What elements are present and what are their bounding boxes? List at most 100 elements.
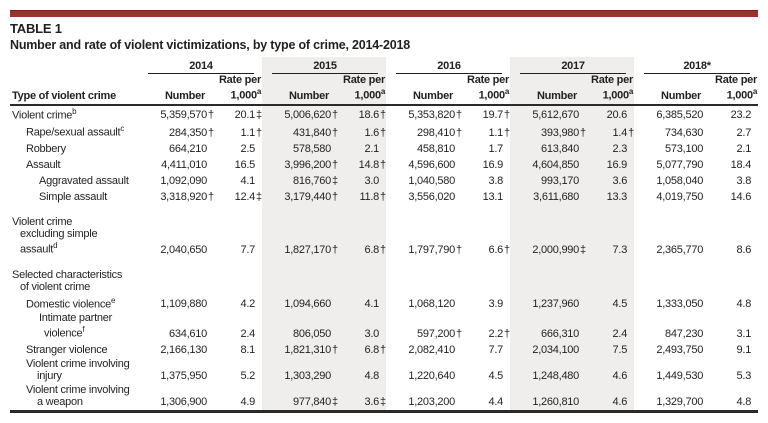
- cell-value: 666,310: [541, 327, 580, 340]
- cell-value: 19.7: [482, 109, 504, 122]
- cell-value: 6.6: [488, 243, 504, 256]
- aggravated-assault-2014-rate: 4.1: [215, 173, 262, 189]
- cell-value: 7.5: [612, 343, 628, 356]
- violent-crime-involving-a-weapon-2016-rate: 4.4: [463, 384, 510, 412]
- cell-value: 4.8: [736, 298, 752, 311]
- significance-marker: †: [456, 109, 462, 122]
- cell-value: 3,556,020: [408, 190, 456, 203]
- violent-crime-involving-a-weapon-2018-rate: 4.8: [711, 384, 758, 412]
- cell-value: 4,411,010: [161, 158, 207, 171]
- cell-value: 9.1: [736, 343, 752, 356]
- selected-characteristics-of-violent-crime-2015-rate: [339, 268, 387, 295]
- significance-marker: †: [208, 190, 214, 203]
- cell-value: 1,203,200: [408, 395, 456, 408]
- year-header-2017: 2017: [510, 57, 635, 74]
- significance-marker: †: [332, 158, 338, 171]
- cell-value: 734,630: [665, 126, 704, 139]
- table-row-violent-crime: Violent crimeb 5,359,570† 20.1‡ 5,006,620† 1…: [10, 104, 758, 124]
- cell-value: 4.2: [240, 298, 256, 311]
- cell-value: 7.7: [240, 243, 256, 256]
- cell-value: 12.4: [234, 190, 256, 203]
- violent-crime-involving-a-weapon-2014-rate: 4.9: [215, 384, 262, 412]
- cell-value: 1,303,290: [284, 369, 332, 382]
- spacer-cell: [587, 257, 635, 269]
- rape-sexual-assault-2015-rate: 1.6†: [339, 123, 386, 141]
- table-row-robbery: Robbery 664,210 2.5 578,580 2.1 458,810 1.7 613…: [10, 140, 758, 157]
- selected-characteristics-of-violent-crime-2015-number: [262, 268, 340, 295]
- stranger-violence-2018-number: 2,493,750: [634, 342, 711, 358]
- robbery-2015-rate: 2.1: [339, 140, 387, 157]
- cell-value: 4.1: [364, 298, 380, 311]
- violent-crime-involving-injury-2014-number: 1,375,950: [138, 358, 215, 384]
- row-label-violent-crime-involving-injury: Violent crime involving injury: [10, 358, 138, 384]
- cell-value: 5.2: [240, 369, 256, 382]
- significance-marker: †: [208, 126, 214, 139]
- row-label-simple-assault: Simple assault: [10, 189, 138, 205]
- domestic-violence-2015-number: 1,094,660: [262, 294, 340, 313]
- cell-value: 4.5: [612, 298, 628, 311]
- spacer-cell: [634, 258, 711, 269]
- selected-characteristics-of-violent-crime-2016-rate: [463, 269, 510, 295]
- cell-value: 2.1: [364, 142, 380, 155]
- cell-value: 2,040,650: [160, 243, 207, 256]
- significance-marker: †: [380, 126, 386, 139]
- violent-crime-involving-injury-2015-rate: 4.8: [339, 357, 387, 384]
- row-label-line: Aggravated assault: [39, 174, 129, 187]
- spacer-row: [10, 204, 758, 216]
- violent-crime-excluding-simple-assault-2018-number: 2,365,770: [634, 216, 711, 258]
- table-row-violent-crime-involving-a-weapon: Violent crime involving a weapon 1,306,900…: [10, 383, 758, 412]
- cell-value: 7.7: [488, 343, 504, 356]
- cell-value: 298,410: [417, 126, 456, 139]
- selected-characteristics-of-violent-crime-2018-number: [634, 269, 711, 295]
- cell-value: 1.4: [612, 126, 628, 139]
- intimate-partner-violence-2017-number: 666,310: [510, 312, 588, 342]
- significance-marker: †: [456, 243, 462, 256]
- cell-value: 8.1: [240, 343, 256, 356]
- cell-value: 4.8: [736, 395, 752, 408]
- row-label-violent-crime-involving-a-weapon: Violent crime involving a weapon: [10, 384, 138, 412]
- cell-value: 6.8: [364, 243, 380, 256]
- table-row-intimate-partner-violence: Intimate partner violencef 634,610 2.4 806,0…: [10, 312, 758, 342]
- year-header-2018: 2018*: [634, 57, 758, 74]
- cell-value: 1,821,310: [284, 343, 332, 356]
- cell-value: 1,058,040: [656, 174, 704, 187]
- assault-2016-rate: 16.9: [463, 157, 510, 173]
- cell-value: 3,996,200: [284, 158, 332, 171]
- violent-crime-involving-injury-2016-rate: 4.5: [463, 358, 510, 384]
- violent-crime-involving-a-weapon-2014-number: 1,306,900: [138, 384, 215, 412]
- aggravated-assault-2017-number: 993,170: [510, 172, 588, 189]
- row-label-stranger-violence: Stranger violence: [10, 342, 138, 358]
- row-label-line: Selected characteristics: [12, 268, 123, 281]
- robbery-2017-number: 613,840: [510, 140, 588, 157]
- year-row: 2014 2015 2016 2017 2018*: [10, 57, 758, 74]
- row-header-label: Type of violent crime: [10, 74, 138, 106]
- assault-2014-rate: 16.5: [215, 157, 262, 173]
- stranger-violence-2017-rate: 7.5: [587, 341, 635, 358]
- victimization-table: 2014 2015 2016 2017 2018* Type of violent cri…: [10, 57, 759, 413]
- robbery-2014-number: 664,210: [138, 141, 215, 157]
- cell-value: 1.6: [364, 126, 380, 139]
- year-label: 2016: [396, 60, 503, 74]
- significance-marker: ‡: [332, 395, 338, 408]
- stranger-violence-2016-rate: 7.7: [463, 342, 510, 358]
- cell-value: 16.9: [606, 158, 628, 171]
- cell-value: 993,170: [541, 174, 580, 187]
- spacer-cell: [215, 258, 262, 269]
- cell-value: 11.8: [359, 190, 380, 203]
- cell-value: 3,611,680: [533, 190, 580, 203]
- cell-value: 1,797,790: [408, 243, 456, 256]
- violent-crime-involving-injury-2015-number: 1,303,290: [262, 357, 340, 384]
- cell-value: 2,365,770: [656, 243, 704, 256]
- intimate-partner-violence-2018-number: 847,230: [634, 312, 711, 342]
- simple-assault-2014-rate: 12.4‡: [215, 189, 263, 205]
- rate-header-2014: Rate per 1,000a: [215, 74, 263, 106]
- domestic-violence-2015-rate: 4.1: [339, 294, 387, 313]
- column-header-row: Type of violent crime Number Rate per 1,000…: [10, 74, 759, 106]
- cell-value: 3.6: [364, 395, 380, 408]
- rape-sexual-assault-2017-number: 393,980†: [510, 123, 588, 141]
- table-row-assault: Assault 4,411,010 16.5 3,996,200† 14.8† 4,596…: [10, 156, 758, 173]
- violent-crime-involving-injury-2018-number: 1,449,530: [634, 358, 711, 384]
- year-label: 2015: [272, 60, 379, 74]
- cell-value: 3.9: [488, 298, 504, 311]
- cell-value: 613,840: [541, 142, 580, 155]
